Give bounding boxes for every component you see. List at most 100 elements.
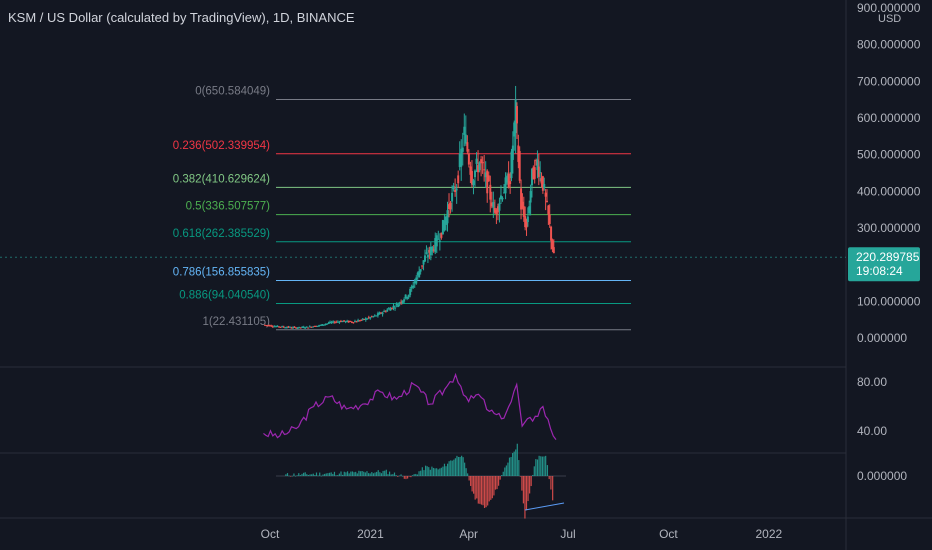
- time-tick-label: Oct: [261, 527, 280, 541]
- histogram-bar: [413, 474, 415, 476]
- histogram-bar: [462, 457, 464, 476]
- fibonacci-levels[interactable]: 0(650.584049) 0.236(502.339954) 0.382(410.…: [173, 85, 631, 331]
- histogram-bar: [337, 475, 339, 476]
- price-candles: [264, 85, 555, 330]
- histogram-bar: [392, 474, 394, 476]
- candle-body: [424, 255, 427, 262]
- candle-body: [486, 170, 489, 194]
- candle-body: [492, 201, 495, 208]
- axes: 900.000000 800.000000 700.000000 600.000000…: [261, 1, 921, 541]
- histogram-bar: [398, 475, 401, 477]
- candle-body: [489, 184, 492, 200]
- histogram-bar: [473, 476, 475, 494]
- histogram-pane: [276, 443, 566, 519]
- candle-body: [304, 327, 307, 329]
- histogram-bar: [538, 455, 540, 476]
- histogram-bar: [483, 476, 486, 509]
- histogram-bar: [508, 457, 511, 476]
- histogram-bar: [545, 455, 547, 476]
- candle-body: [315, 325, 318, 327]
- histogram-bar: [477, 476, 479, 504]
- fib-level-label: 0(650.584049): [195, 85, 270, 97]
- histogram-bar: [319, 472, 321, 476]
- candle-body: [441, 220, 444, 235]
- time-tick-label: Jul: [560, 527, 575, 541]
- histogram-bar: [351, 471, 354, 476]
- histogram-bar: [530, 476, 532, 487]
- fib-level-label: 0.5(336.507577): [186, 201, 271, 213]
- histogram-bar: [361, 470, 363, 476]
- candle-body: [265, 325, 268, 327]
- candle-body: [387, 308, 390, 310]
- candle-body: [364, 318, 367, 321]
- histogram-bar: [457, 456, 460, 476]
- histogram-bar: [314, 475, 316, 476]
- candle-body: [279, 326, 282, 328]
- histogram-bar: [372, 473, 375, 476]
- histogram-bar: [541, 456, 544, 476]
- histogram-bar: [532, 474, 534, 476]
- histogram-bar: [429, 469, 431, 476]
- candle-body: [322, 324, 325, 326]
- histogram-bar: [445, 466, 447, 476]
- candle-body: [296, 327, 299, 329]
- candle-body: [506, 175, 509, 183]
- candle-body: [383, 310, 386, 312]
- candle-body: [282, 326, 285, 328]
- candle-body: [533, 167, 536, 179]
- histogram-bar: [512, 453, 514, 476]
- divergence-line[interactable]: [524, 502, 565, 511]
- candle-body: [274, 326, 277, 328]
- candle-body: [378, 312, 381, 315]
- candle-body: [551, 240, 554, 249]
- histogram-bar: [515, 449, 517, 476]
- fib-level-label: 0.382(410.629624): [173, 173, 270, 185]
- histogram-bar: [479, 476, 481, 504]
- histogram-bar: [286, 473, 289, 476]
- candle-body: [478, 162, 481, 171]
- last-price-value: 220.289785: [856, 250, 920, 264]
- candle-body: [353, 321, 356, 323]
- candle-body: [501, 197, 504, 200]
- rsi-line: [263, 372, 557, 440]
- candle-body: [431, 246, 434, 252]
- histogram-bar: [395, 475, 397, 476]
- histogram-bar: [465, 468, 467, 476]
- candle-body: [336, 321, 339, 323]
- candle-body: [341, 321, 344, 323]
- candle-body: [344, 321, 347, 323]
- candle-body: [298, 326, 301, 328]
- candle-body: [267, 325, 270, 327]
- histogram-bar: [293, 473, 295, 476]
- candle-body: [285, 327, 288, 329]
- histogram-bar: [456, 455, 458, 476]
- histogram-bar: [380, 473, 383, 476]
- candle-body: [398, 302, 401, 304]
- price-tick-label: 600.000000: [857, 111, 921, 125]
- candle-body: [355, 321, 358, 323]
- candle-body: [446, 210, 449, 224]
- histogram-bar: [411, 475, 414, 476]
- histogram-bar: [294, 475, 297, 477]
- histogram-bar: [533, 466, 535, 476]
- histogram-bar: [510, 457, 512, 476]
- candle-body: [536, 159, 539, 171]
- candle-body: [437, 238, 440, 240]
- candle-body: [541, 176, 544, 191]
- candle-body: [319, 324, 322, 326]
- candle-body: [416, 272, 419, 276]
- candle-body: [287, 326, 290, 328]
- candle-body: [548, 214, 551, 224]
- candle-body: [338, 321, 341, 323]
- candle-body: [313, 325, 316, 327]
- histogram-bar: [505, 465, 507, 476]
- histogram-bar: [285, 474, 287, 476]
- candle-body: [511, 145, 514, 160]
- candle-body: [333, 322, 336, 324]
- histogram-bar: [474, 476, 476, 500]
- candle-body: [461, 147, 464, 152]
- candle-body: [493, 207, 496, 213]
- histogram-bar: [415, 473, 417, 476]
- histogram-bar: [338, 473, 340, 476]
